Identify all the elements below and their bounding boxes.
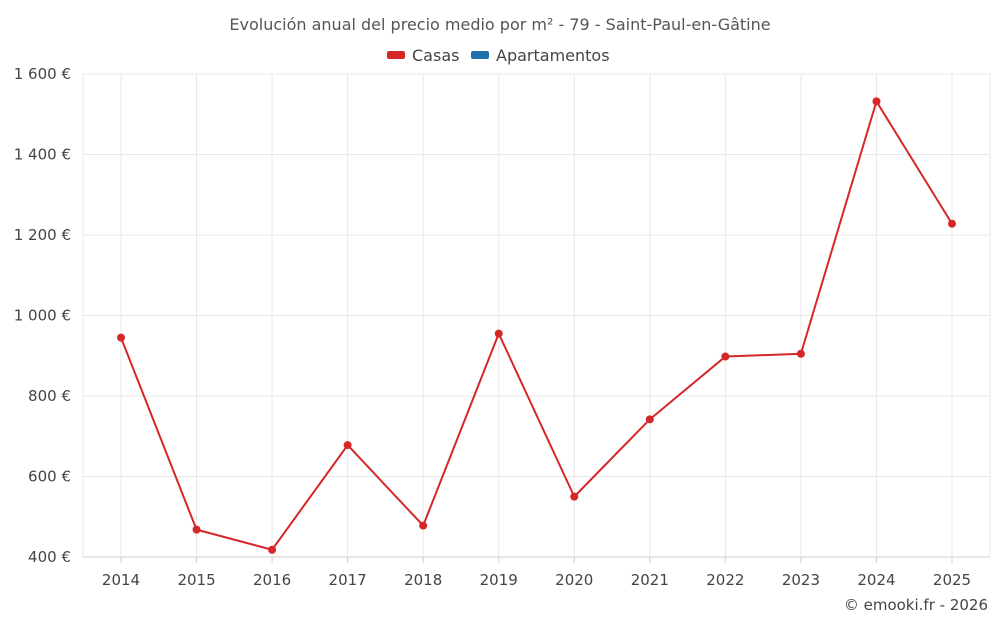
- x-axis: 2014 2015 2016 2017 2018 2019 2020 2021 2022 2023…: [102, 557, 971, 589]
- chart-title: Evolución anual del precio medio por m² …: [229, 15, 770, 34]
- legend-label-apartamentos: Apartamentos: [496, 46, 610, 65]
- grid: [82, 73, 991, 558]
- legend-swatch-apartamentos: [471, 51, 489, 59]
- y-tick-label: 600 €: [28, 468, 71, 486]
- series-casas: [117, 97, 956, 554]
- x-tick-label: 2022: [706, 571, 744, 589]
- x-tick-label: 2020: [555, 571, 593, 589]
- x-tick-label: 2014: [102, 571, 140, 589]
- x-tick-label: 2024: [857, 571, 895, 589]
- legend-item-apartamentos[interactable]: Apartamentos: [471, 46, 610, 65]
- y-tick-label: 1 400 €: [14, 146, 71, 164]
- data-point-casas-2024[interactable]: [872, 97, 881, 106]
- y-tick-label: 1 200 €: [14, 226, 71, 244]
- y-tick-label: 1 000 €: [14, 307, 71, 325]
- x-tick-label: 2016: [253, 571, 291, 589]
- y-tick-label: 1 600 €: [14, 65, 71, 83]
- data-point-casas-2021[interactable]: [645, 415, 654, 424]
- data-point-casas-2025[interactable]: [948, 219, 956, 228]
- x-tick-label: 2023: [782, 571, 820, 589]
- data-point-casas-2018[interactable]: [419, 521, 428, 530]
- legend-swatch-casas: [387, 51, 405, 59]
- data-point-casas-2022[interactable]: [721, 352, 730, 361]
- legend-item-casas[interactable]: Casas: [387, 46, 459, 65]
- data-point-casas-2023[interactable]: [796, 349, 805, 358]
- x-tick-label: 2021: [631, 571, 669, 589]
- x-tick-label: 2025: [933, 571, 971, 589]
- y-tick-label: 800 €: [28, 387, 71, 405]
- data-point-casas-2019[interactable]: [494, 329, 503, 338]
- x-tick-label: 2015: [177, 571, 215, 589]
- legend[interactable]: Casas Apartamentos: [387, 46, 610, 65]
- data-point-casas-2014[interactable]: [117, 333, 125, 342]
- x-tick-label: 2019: [480, 571, 518, 589]
- credit-text: © emooki.fr - 2026: [844, 596, 988, 614]
- data-point-casas-2020[interactable]: [570, 492, 579, 501]
- x-tick-label: 2018: [404, 571, 442, 589]
- data-point-casas-2017[interactable]: [343, 441, 352, 450]
- y-axis: 400 € 600 € 800 € 1 000 € 1 200 € 1 400 € 1 60…: [14, 65, 71, 566]
- legend-label-casas: Casas: [412, 46, 459, 65]
- data-point-casas-2015[interactable]: [192, 525, 201, 534]
- data-point-casas-2016[interactable]: [268, 545, 277, 554]
- series-line-casas: [120, 100, 953, 551]
- x-tick-label: 2017: [329, 571, 367, 589]
- y-tick-label: 400 €: [28, 548, 71, 566]
